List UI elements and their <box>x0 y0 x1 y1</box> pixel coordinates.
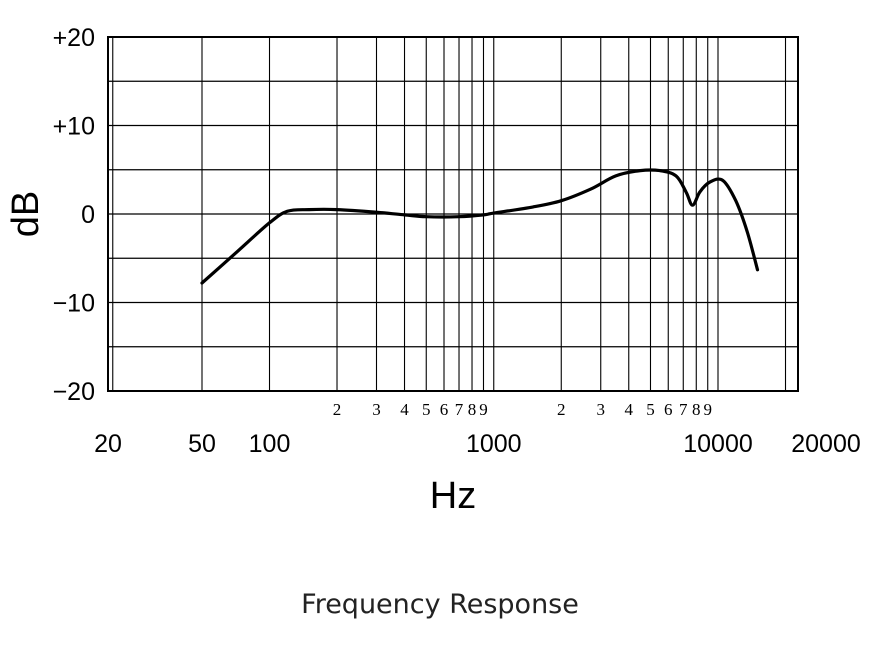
x-major-tick-label: 20 <box>94 430 122 458</box>
x-minor-tick-label: 8 <box>468 400 477 419</box>
response-curve <box>200 168 760 285</box>
x-minor-tick-label: 5 <box>646 400 655 419</box>
x-major-tick-label: 50 <box>188 430 216 458</box>
y-tick-label: +20 <box>53 24 95 52</box>
x-minor-tick-label: 5 <box>422 400 431 419</box>
x-minor-tick-label: 2 <box>557 400 566 419</box>
x-minor-tick-label: 4 <box>400 400 409 419</box>
x-minor-tick-label: 6 <box>440 400 449 419</box>
y-tick-label: 0 <box>81 201 95 229</box>
x-minor-tick-label: 2 <box>333 400 342 419</box>
y-tick-label: −10 <box>53 290 95 318</box>
y-tick-labels: +20 +10 0 −10 −20 <box>53 24 95 406</box>
x-axis-label: Hz <box>430 475 476 517</box>
x-major-tick-label: 20000 <box>791 430 861 458</box>
x-major-tick-label: 10000 <box>683 430 753 458</box>
x-minor-tick-label: 7 <box>679 400 688 419</box>
x-minor-tick-label: 7 <box>455 400 464 419</box>
x-minor-tick-label: 3 <box>372 400 381 419</box>
chart-title: Frequency Response <box>301 589 579 620</box>
x-minor-tick-label: 6 <box>664 400 673 419</box>
x-major-tick-label: 100 <box>249 430 291 458</box>
plot-frame <box>107 36 799 392</box>
x-minor-tick-label: 9 <box>703 400 712 419</box>
x-minor-tick-label: 3 <box>596 400 605 419</box>
grid <box>108 37 798 391</box>
y-tick-label: −20 <box>53 378 95 406</box>
x-minor-tick-label: 4 <box>625 400 634 419</box>
y-tick-label: +10 <box>53 113 95 141</box>
x-major-tick-labels: 20 50 100 1000 10000 20000 <box>94 430 861 458</box>
x-major-tick-label: 1000 <box>466 430 522 458</box>
x-minor-tick-label: 8 <box>692 400 701 419</box>
x-minor-tick-label: 9 <box>479 400 488 419</box>
y-axis-label: dB <box>5 191 47 237</box>
